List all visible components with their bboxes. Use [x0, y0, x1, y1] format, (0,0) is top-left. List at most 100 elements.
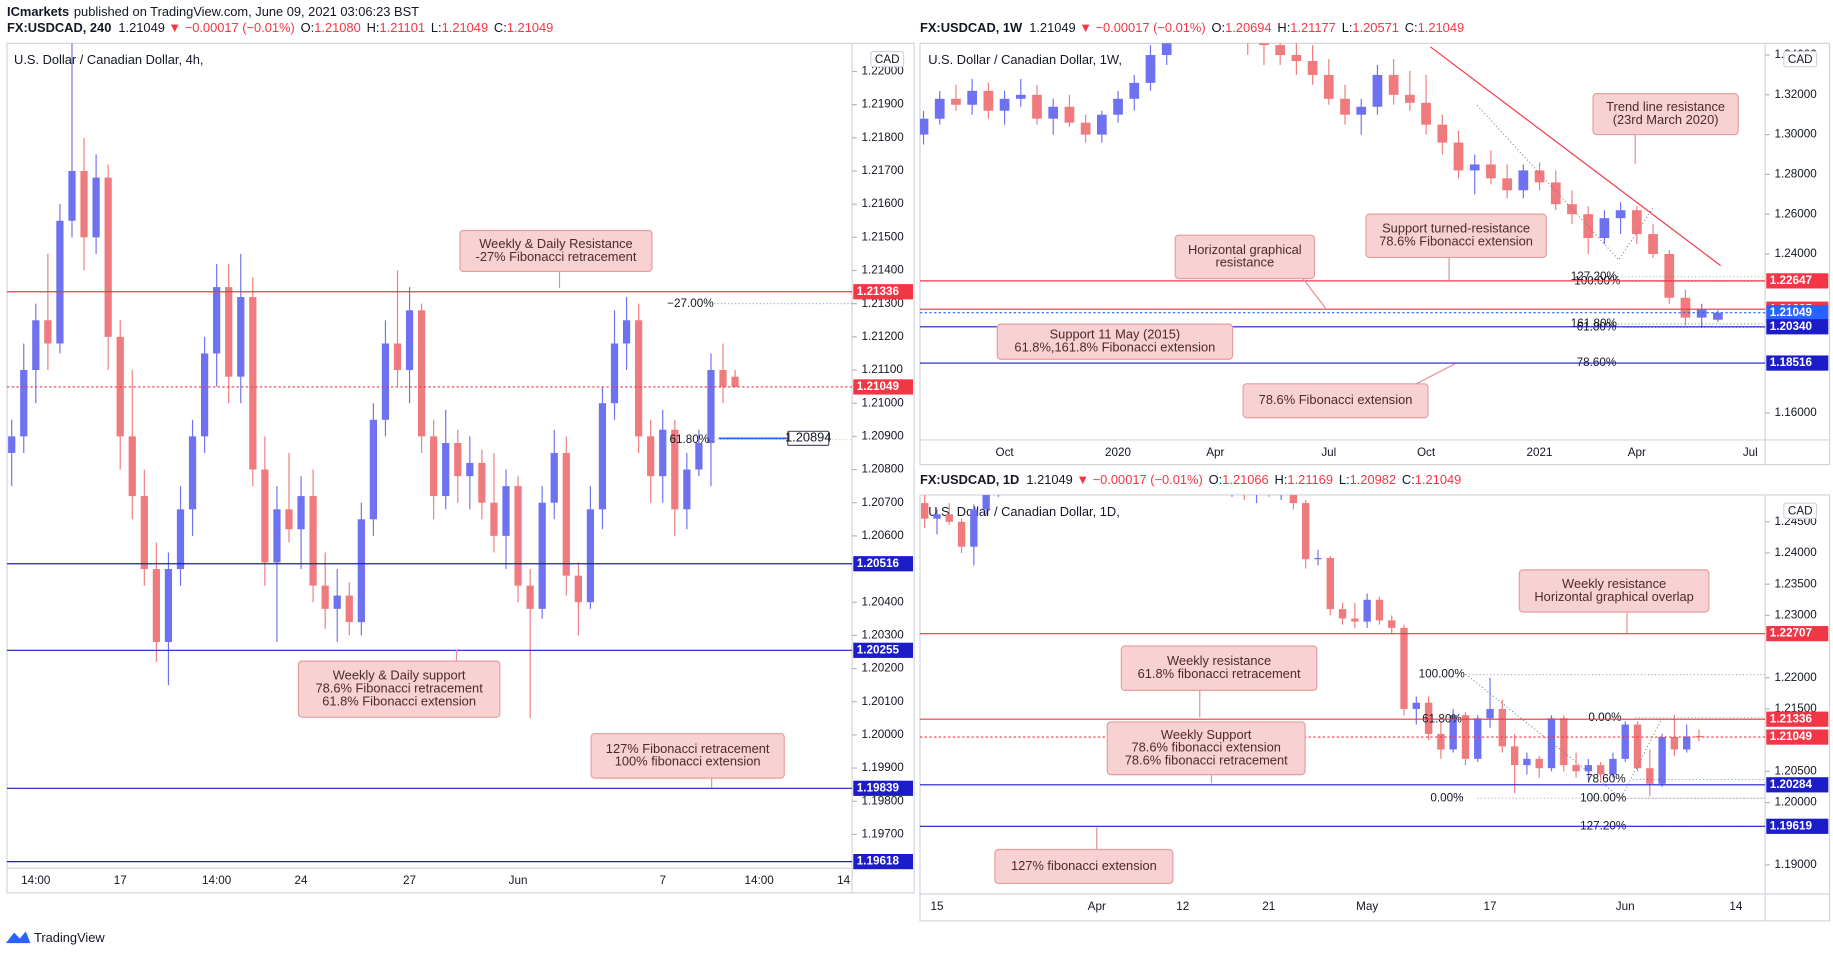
ohlc-label: L:	[431, 21, 442, 36]
level-label: 1.20284	[1770, 778, 1813, 791]
y-tick-label: 1.20300	[861, 628, 904, 641]
candle-body	[920, 118, 929, 135]
fib-label: 100.00%	[1580, 791, 1626, 804]
x-tick-label: 24	[295, 874, 309, 887]
y-tick-label: 1.21500	[861, 230, 904, 243]
currency-label: CAD	[1788, 53, 1813, 66]
candle-body	[1547, 718, 1556, 769]
candle-body	[1096, 114, 1107, 135]
annotation-box	[297, 660, 501, 718]
candle-body	[140, 496, 148, 570]
y-tick-label: 1.19900	[861, 761, 904, 774]
ohlc-label: C:	[1402, 472, 1415, 487]
candle-body	[405, 310, 414, 371]
fib-label: 78.60%	[1586, 773, 1626, 786]
candle-body	[574, 575, 582, 603]
candle-body	[1424, 702, 1433, 734]
level-label: 1.19618	[857, 855, 900, 868]
candle-body	[321, 585, 329, 609]
candle-body	[647, 436, 655, 477]
candle-body	[550, 452, 558, 503]
annotation-text: 127% Fibonacci retracement	[606, 741, 770, 756]
y-tick-label: 1.20600	[861, 529, 904, 542]
candle-body	[982, 494, 990, 510]
x-tick-label: 17	[1484, 900, 1497, 913]
candle-body	[1584, 765, 1593, 772]
logo-icon	[5, 931, 31, 944]
candle-body	[369, 419, 378, 520]
candle-body	[466, 462, 474, 477]
annotation-box	[1242, 383, 1429, 419]
annotation-text: Weekly & Daily support	[333, 668, 466, 683]
candle-body	[176, 509, 185, 570]
candle-body	[1048, 106, 1059, 119]
level-label-box	[853, 642, 913, 658]
candle-body	[104, 177, 112, 337]
candle-body	[1275, 45, 1286, 56]
y-tick-label: 1.21200	[861, 330, 904, 343]
level-label: 1.19839	[857, 781, 900, 794]
candle-body	[152, 569, 160, 643]
level-label: 1.20255	[857, 643, 900, 656]
x-tick-label: 27	[403, 874, 416, 887]
annotation-text: 61.8% Fibonacci extension	[322, 693, 476, 708]
candle-body	[622, 320, 631, 344]
level-label-box	[853, 556, 913, 572]
ohlc-label: L:	[1342, 21, 1353, 36]
candle-body	[514, 486, 522, 586]
candle-body	[44, 320, 52, 344]
y-tick-label: 1.20100	[861, 695, 904, 708]
candle-body	[731, 376, 739, 387]
chart-header: FX:USDCAD, 240 1.21049 ▼ −0.00017 (−0.01%)…	[7, 21, 553, 36]
candle-body	[1291, 55, 1302, 62]
candle-body	[1326, 557, 1334, 610]
candle-body	[1412, 702, 1420, 709]
x-tick-label: 21	[1262, 900, 1275, 913]
candle-body	[1535, 758, 1543, 769]
candle-body	[598, 403, 607, 510]
level-label-box	[853, 853, 913, 870]
candle-body	[1388, 74, 1399, 95]
candle-body	[1664, 253, 1675, 298]
candle-body	[1375, 599, 1384, 621]
candle-body	[297, 496, 305, 530]
ohlc-label: H:	[1277, 21, 1290, 36]
ohlc-value: 1.21049	[1415, 472, 1461, 487]
candle-body	[1486, 164, 1496, 179]
y-tick-label: 1.26000	[1774, 207, 1817, 220]
candle-body	[1323, 74, 1334, 99]
candle-body	[417, 310, 426, 437]
y-tick-label: 1.23500	[1774, 577, 1817, 590]
level-label-box	[853, 780, 913, 796]
candle-body	[20, 370, 28, 437]
ohlc-label: O:	[1212, 21, 1226, 36]
candle-body	[1596, 765, 1605, 775]
candle-body	[719, 370, 727, 387]
annotation-box	[996, 323, 1234, 360]
candle-body	[1631, 210, 1642, 235]
candle-body	[502, 486, 510, 536]
chart-header: FX:USDCAD, 1D 1.21049 ▼ −0.00017 (−0.01%) O…	[920, 472, 1461, 487]
x-tick-label: Apr	[1206, 446, 1224, 459]
tradingview-logo: TradingView	[5, 930, 105, 945]
candle-body	[1064, 106, 1075, 123]
y-tick-label: 1.32000	[1774, 88, 1817, 101]
candle-body	[1621, 724, 1629, 759]
y-tick-label: 1.30000	[1774, 128, 1817, 141]
candle-body	[1363, 599, 1371, 622]
y-tick-label: 1.22000	[861, 65, 904, 78]
annotation-text: 78.6% Fibonacci extension	[1379, 234, 1533, 249]
candle-body	[490, 502, 498, 536]
fib-label: 0.00%	[1430, 791, 1463, 804]
candle-body	[1510, 746, 1519, 766]
annotation-box	[459, 229, 653, 273]
ohlc-label: H:	[367, 21, 380, 36]
y-tick-label: 1.20700	[861, 496, 904, 509]
symbol: FX:USDCAD, 240	[7, 21, 111, 36]
ohlc-value: 1.20571	[1352, 21, 1398, 36]
candle-body	[586, 509, 595, 603]
candle-body	[225, 287, 233, 377]
candle-body	[1356, 106, 1367, 115]
fib-label: −27.00%	[667, 297, 713, 310]
ohlc-label: O:	[1209, 472, 1223, 487]
